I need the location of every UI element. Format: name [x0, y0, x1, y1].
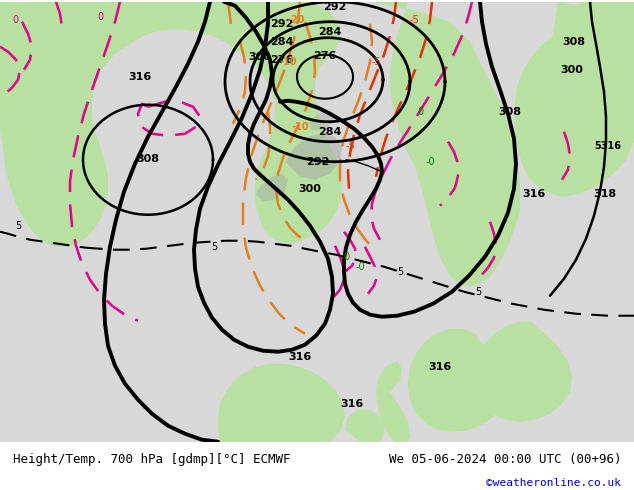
Text: -5: -5 — [345, 141, 355, 151]
Polygon shape — [285, 134, 342, 180]
Polygon shape — [572, 2, 634, 64]
Text: 292: 292 — [323, 2, 347, 12]
Text: 308: 308 — [498, 107, 522, 117]
Text: 316: 316 — [522, 189, 546, 199]
Text: 0: 0 — [417, 107, 423, 117]
Text: 276: 276 — [313, 51, 337, 61]
Text: 308: 308 — [562, 37, 586, 47]
Text: 284: 284 — [270, 37, 294, 47]
Polygon shape — [345, 410, 385, 441]
Polygon shape — [514, 2, 634, 196]
Polygon shape — [310, 2, 520, 287]
Text: 300: 300 — [249, 52, 271, 62]
Text: 5: 5 — [397, 267, 403, 277]
Text: 316: 316 — [128, 72, 152, 82]
Text: -10: -10 — [279, 57, 297, 67]
Text: 316: 316 — [288, 352, 312, 362]
Text: 0: 0 — [343, 252, 349, 262]
Text: -5: -5 — [409, 15, 419, 24]
Text: Height/Temp. 700 hPa [gdmp][°C] ECMWF: Height/Temp. 700 hPa [gdmp][°C] ECMWF — [13, 453, 290, 466]
Text: -5: -5 — [371, 57, 381, 67]
Text: 5: 5 — [475, 287, 481, 297]
Text: -10: -10 — [291, 122, 309, 132]
Polygon shape — [474, 322, 572, 422]
Text: 5316: 5316 — [595, 141, 621, 151]
Text: 5: 5 — [15, 220, 21, 231]
Text: 292: 292 — [306, 157, 330, 167]
Text: 292: 292 — [270, 19, 294, 29]
Text: We 05-06-2024 00:00 UTC (00+96): We 05-06-2024 00:00 UTC (00+96) — [389, 453, 621, 466]
Polygon shape — [376, 362, 410, 441]
Text: 300: 300 — [560, 65, 583, 75]
Polygon shape — [308, 110, 335, 130]
Polygon shape — [256, 174, 288, 202]
Text: 318: 318 — [593, 189, 616, 199]
Text: 316: 316 — [429, 362, 451, 372]
Polygon shape — [0, 2, 342, 247]
Polygon shape — [408, 329, 510, 432]
Text: ©weatheronline.co.uk: ©weatheronline.co.uk — [486, 478, 621, 488]
Text: 0: 0 — [12, 15, 18, 24]
Text: 316: 316 — [340, 399, 364, 409]
Text: 284: 284 — [318, 127, 342, 137]
Text: 300: 300 — [299, 184, 321, 194]
Text: 5: 5 — [211, 242, 217, 252]
Text: -20: -20 — [287, 15, 305, 24]
Polygon shape — [218, 364, 345, 441]
Text: -0: -0 — [425, 157, 435, 167]
Text: 284: 284 — [318, 27, 342, 37]
Text: 0: 0 — [97, 12, 103, 22]
Text: -0: -0 — [355, 262, 365, 272]
Text: 308: 308 — [136, 154, 160, 164]
Text: 276: 276 — [270, 55, 294, 65]
